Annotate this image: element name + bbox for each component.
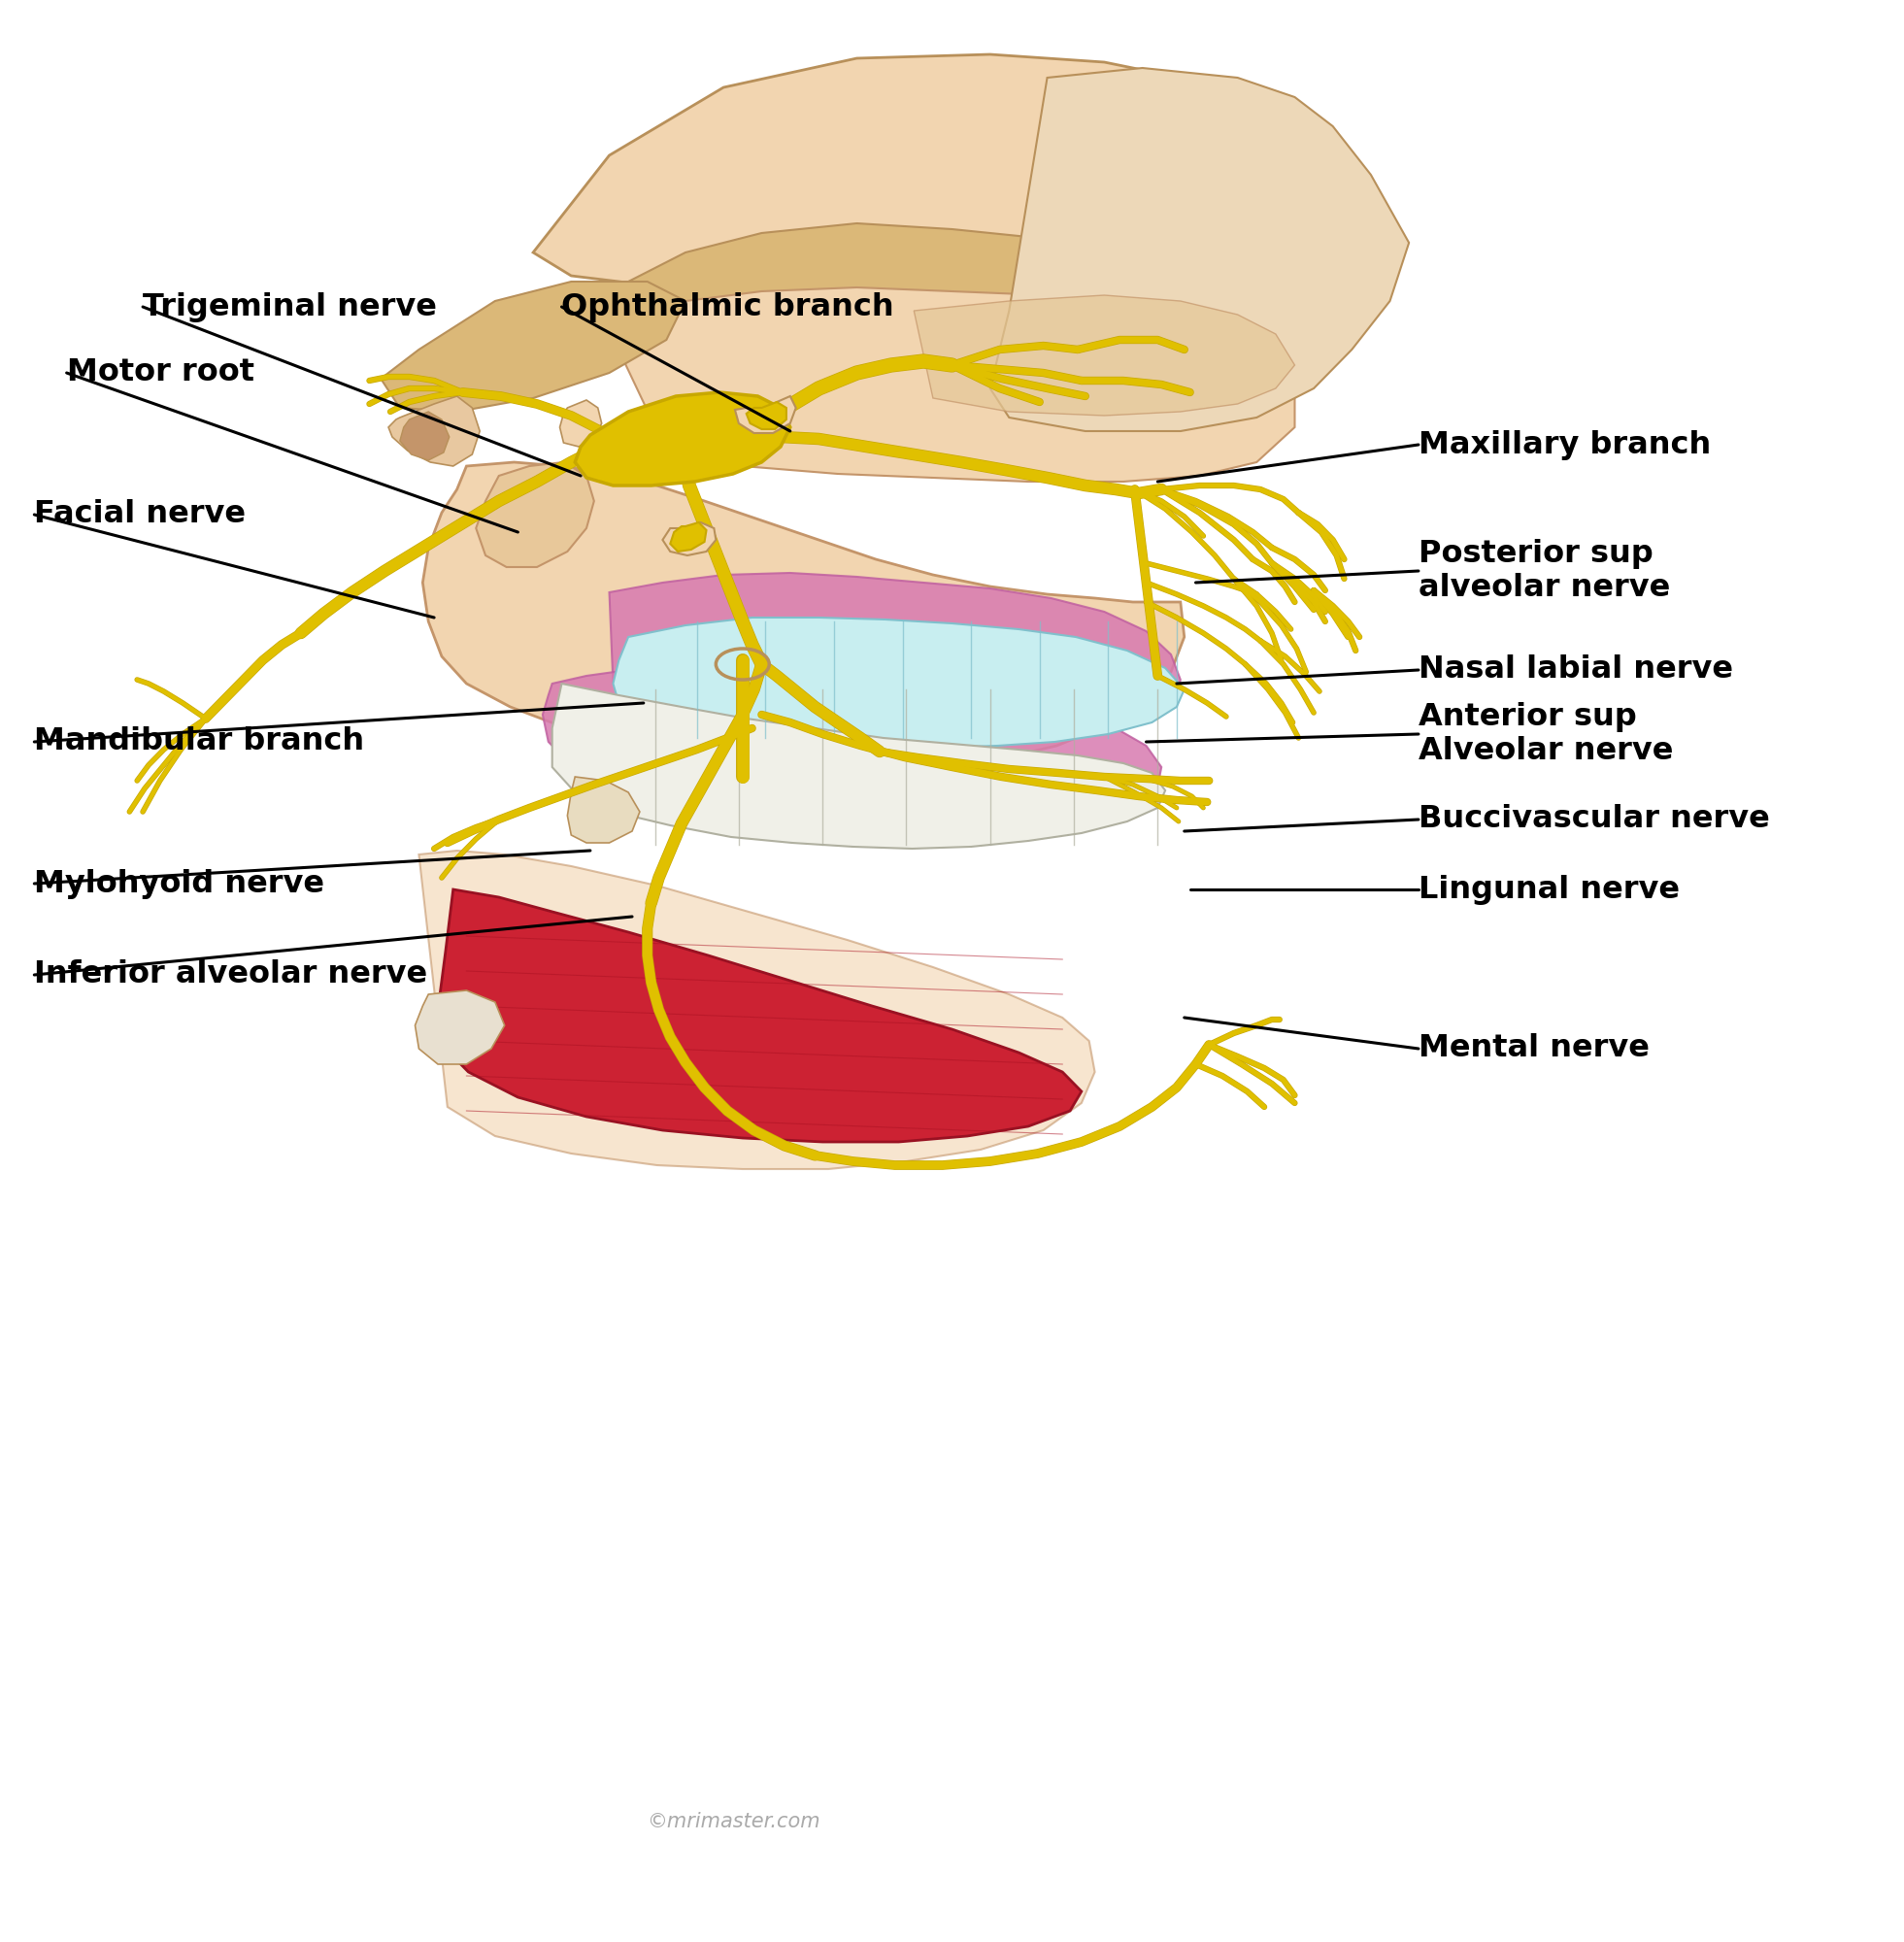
Text: Facial nerve: Facial nerve (34, 499, 246, 530)
Polygon shape (609, 573, 1180, 742)
Polygon shape (415, 990, 505, 1064)
Text: Maxillary branch: Maxillary branch (1418, 429, 1712, 460)
Polygon shape (543, 668, 1161, 827)
Polygon shape (990, 68, 1409, 431)
Text: Ophthalmic branch: Ophthalmic branch (562, 291, 895, 322)
Polygon shape (575, 392, 790, 486)
Text: Motor root: Motor root (67, 357, 253, 388)
Text: Buccivascular nerve: Buccivascular nerve (1418, 804, 1769, 835)
Polygon shape (423, 462, 1184, 769)
Polygon shape (438, 889, 1081, 1142)
Polygon shape (663, 522, 716, 555)
Polygon shape (609, 223, 1276, 392)
Polygon shape (533, 54, 1371, 315)
Text: Mylohyoid nerve: Mylohyoid nerve (34, 868, 324, 899)
Polygon shape (613, 618, 1184, 748)
Polygon shape (609, 287, 1295, 482)
Polygon shape (567, 777, 640, 843)
Text: Lingunal nerve: Lingunal nerve (1418, 874, 1679, 905)
Text: Inferior alveolar nerve: Inferior alveolar nerve (34, 959, 428, 990)
Text: Trigeminal nerve: Trigeminal nerve (143, 291, 436, 322)
Text: Mental nerve: Mental nerve (1418, 1033, 1649, 1064)
Polygon shape (560, 400, 602, 447)
Polygon shape (419, 851, 1095, 1169)
Text: ©mrimaster.com: ©mrimaster.com (645, 1812, 821, 1831)
Polygon shape (476, 462, 594, 567)
Polygon shape (552, 684, 1165, 849)
Text: Nasal labial nerve: Nasal labial nerve (1418, 654, 1733, 686)
Polygon shape (670, 522, 706, 552)
Polygon shape (746, 402, 786, 429)
Polygon shape (388, 396, 480, 466)
Polygon shape (914, 295, 1295, 416)
Text: Mandibular branch: Mandibular branch (34, 726, 364, 757)
Polygon shape (400, 412, 449, 460)
Text: Posterior sup
alveolar nerve: Posterior sup alveolar nerve (1418, 538, 1670, 604)
Text: Anterior sup
Alveolar nerve: Anterior sup Alveolar nerve (1418, 701, 1674, 767)
Polygon shape (381, 282, 685, 412)
Polygon shape (735, 396, 796, 433)
